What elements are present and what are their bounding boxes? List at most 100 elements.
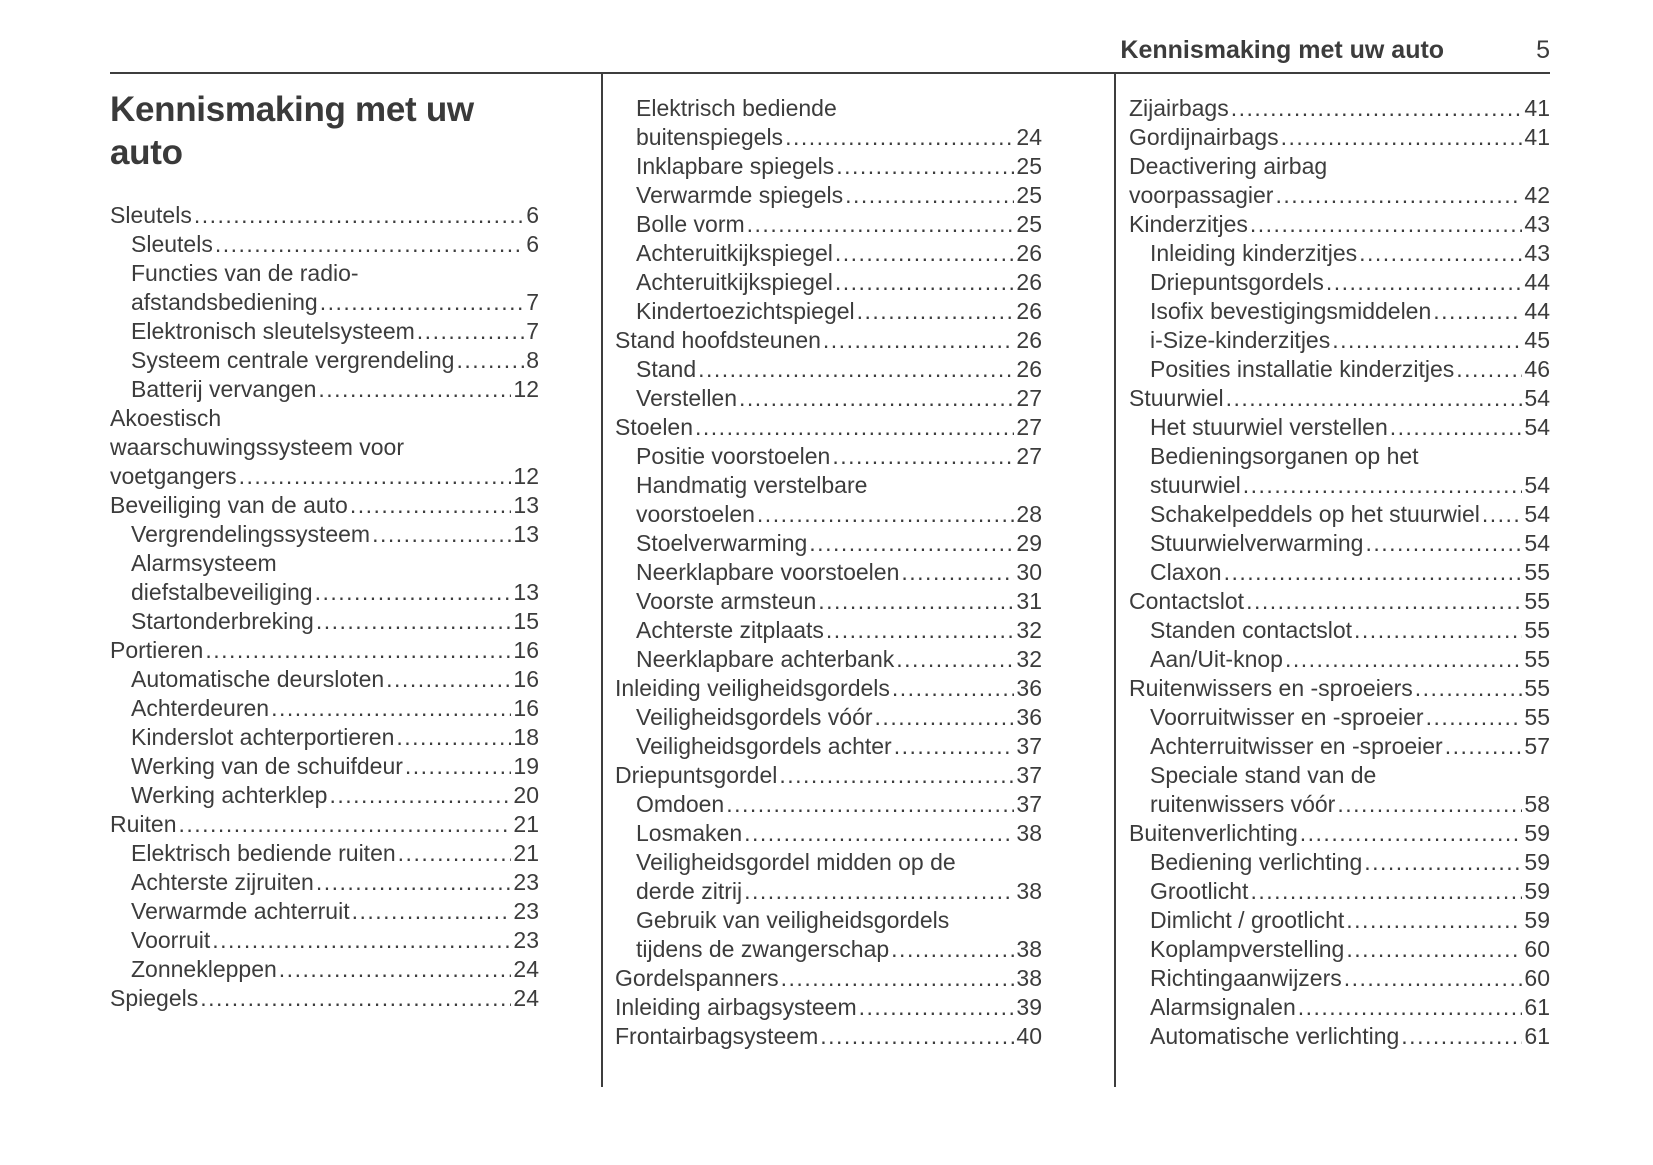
toc-entry-label: Deactivering airbag: [1129, 153, 1328, 179]
toc-entry-row: Driepuntsgordel 37: [615, 761, 1042, 790]
toc-page-number: 57: [1524, 733, 1550, 759]
dot-leader: [823, 326, 1015, 355]
toc-entry-row: Ruiten 21: [110, 810, 539, 839]
dot-leader: [1224, 558, 1523, 587]
toc-item: Isofix bevestigingsmiddelen 44: [1129, 297, 1550, 326]
toc-entry-row: Losmaken 38: [636, 819, 1042, 848]
toc-item: Contactslot 55: [1129, 587, 1550, 616]
header-rule: [110, 72, 1550, 74]
dot-leader: [212, 926, 511, 955]
toc-page-number: 16: [513, 695, 539, 721]
toc-entry-row: Verstellen 27: [636, 384, 1042, 413]
toc-page-number: 20: [513, 782, 539, 808]
toc-entry-label: Achterdeuren: [131, 695, 270, 721]
dot-leader: [695, 413, 1014, 442]
toc-page-number: 44: [1524, 269, 1550, 295]
toc-item: Inleiding kinderzitjes 43: [1129, 239, 1550, 268]
toc-entry-row: Ruitenwissers en -sproeiers 55: [1129, 674, 1550, 703]
dot-leader: [857, 297, 1015, 326]
toc-entry-label: Stuurwiel: [1129, 385, 1224, 411]
toc-entry-row: Schakelpeddels op het stuurwiel 54: [1150, 500, 1550, 529]
dot-leader: [820, 1022, 1014, 1051]
toc-entry-row: Achteruitkijkspiegel 26: [636, 239, 1042, 268]
toc-entry-row: Stoelverwarming 29: [636, 529, 1042, 558]
toc-item: Kindertoezichtspiegel 26: [615, 297, 1042, 326]
toc-entry-label: Sleutels: [131, 231, 213, 257]
toc-entry-label: Systeem centrale vergrendeling: [131, 347, 455, 373]
toc-item: Stoelverwarming 29: [615, 529, 1042, 558]
toc-item: Sleutels 6: [110, 201, 539, 230]
toc-entry-label: Omdoen: [636, 791, 725, 817]
toc-item: Akoestisch waarschuwingssysteem voor voetg…: [110, 404, 539, 491]
toc-entry-row: Claxon 55: [1150, 558, 1550, 587]
toc-entry-label: Beveiliging van de auto: [110, 492, 348, 518]
toc-entry-label: Driepuntsgordels: [1150, 269, 1324, 295]
toc-entry-row: Startonderbreking 15: [131, 607, 539, 636]
toc-entry-label: Spiegels: [110, 985, 199, 1011]
toc-item: Driepuntsgordels 44: [1129, 268, 1550, 297]
dot-leader: [1415, 674, 1523, 703]
toc-page-number: 23: [513, 927, 539, 953]
dot-leader: [1231, 94, 1523, 123]
toc-item: Achterruitwisser en -sproeier 57: [1129, 732, 1550, 761]
toc-item: Achteruitkijkspiegel 26: [615, 268, 1042, 297]
toc-page-number: 27: [1016, 443, 1042, 469]
toc-entry-label: Werking van de schuifdeur: [131, 753, 403, 779]
toc-entry-label: Standen contactslot: [1150, 617, 1353, 643]
toc-item: Bolle vorm 25: [615, 210, 1042, 239]
toc-page-number: 36: [1016, 704, 1042, 730]
toc-entry-label: Isofix bevestigingsmiddelen: [1150, 298, 1432, 324]
toc-entry-label: Startonderbreking: [131, 608, 314, 634]
toc-page-number: 32: [1016, 617, 1042, 643]
toc-item: Claxon 55: [1129, 558, 1550, 587]
toc-entry-label: diefstalbeveiliging: [131, 579, 313, 605]
toc-entry-label: Alarmsignalen: [1150, 994, 1296, 1020]
toc-item: Omdoen 37: [615, 790, 1042, 819]
dot-leader: [1346, 935, 1522, 964]
toc-page-number: 36: [1016, 675, 1042, 701]
toc-entry-row: Stuurwielverwarming 54: [1150, 529, 1550, 558]
toc-entry-row: Kindertoezichtspiegel 26: [636, 297, 1042, 326]
toc-entry-label: Driepuntsgordel: [615, 762, 778, 788]
toc-item: Richtingaanwijzers 60: [1129, 964, 1550, 993]
toc-entry-row: Buitenverlichting 59: [1129, 819, 1550, 848]
toc-entry-row: Alarmsignalen 61: [1150, 993, 1550, 1022]
dot-leader: [405, 752, 512, 781]
toc-page-number: 26: [1016, 240, 1042, 266]
dot-leader: [1300, 819, 1523, 848]
toc-item: Voorruit 23: [110, 926, 539, 955]
toc-item: Het stuurwiel verstellen 54: [1129, 413, 1550, 442]
dot-leader: [315, 578, 512, 607]
toc-entry-label: Neerklapbare voorstoelen: [636, 559, 900, 585]
dot-leader: [809, 529, 1014, 558]
toc-page-number: 45: [1524, 327, 1550, 353]
dot-leader: [779, 761, 1014, 790]
toc-page-number: 38: [1016, 820, 1042, 846]
toc-item: Zonnekleppen 24: [110, 955, 539, 984]
dot-leader: [1243, 471, 1523, 500]
dot-leader: [835, 239, 1015, 268]
dot-leader: [194, 201, 524, 230]
dot-leader: [832, 442, 1014, 471]
toc-item: Batterij vervangen 12: [110, 375, 539, 404]
toc-page-number: 44: [1524, 298, 1550, 324]
dot-leader: [1326, 268, 1523, 297]
toc-item: Systeem centrale vergrendeling 8: [110, 346, 539, 375]
toc-entry-label: Veiligheidsgordels vóór: [636, 704, 873, 730]
toc-item: Werking van de schuifdeur 19: [110, 752, 539, 781]
toc-page-number: 25: [1016, 211, 1042, 237]
toc-entry-row: Vergrendelingssysteem 13: [131, 520, 539, 549]
dot-leader: [757, 500, 1014, 529]
toc-entry-label: Achteruitkijkspiegel: [636, 269, 833, 295]
toc-entry-label: Achteruitkijkspiegel: [636, 240, 833, 266]
toc-item: Spiegels 24: [110, 984, 539, 1013]
toc-page-number: 15: [513, 608, 539, 634]
dot-leader: [1344, 964, 1523, 993]
toc-entry-label: Bediening verlichting: [1150, 849, 1363, 875]
dot-leader: [1298, 993, 1523, 1022]
toc-page-number: 7: [526, 289, 539, 315]
toc-page-number: 24: [513, 985, 539, 1011]
toc-entry-label: Inklapbare spiegels: [636, 153, 835, 179]
toc-entry-label: Positie voorstoelen: [636, 443, 831, 469]
dot-leader: [200, 984, 511, 1013]
